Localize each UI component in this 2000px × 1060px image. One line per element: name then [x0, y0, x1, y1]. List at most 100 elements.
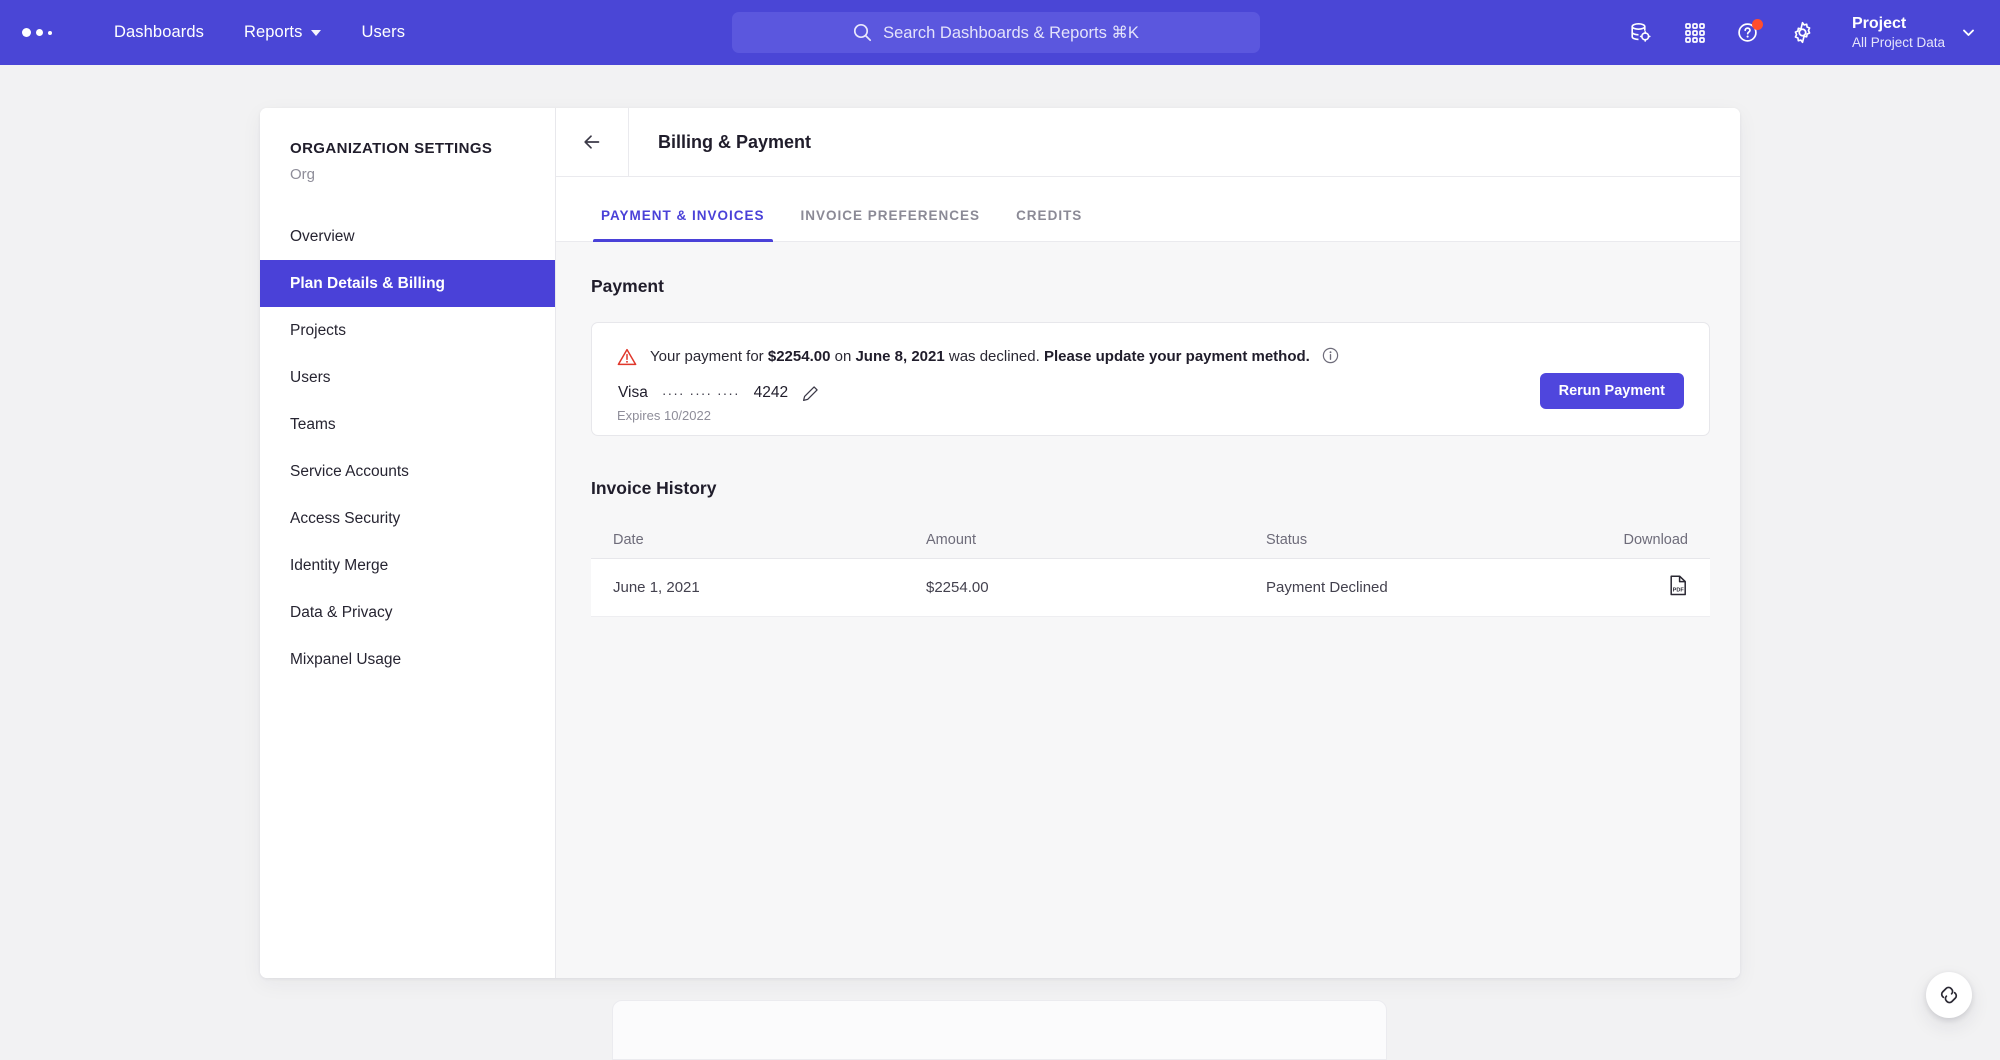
invoice-history-heading: Invoice History: [591, 478, 1710, 499]
sidebar-item-identity-merge[interactable]: Identity Merge: [260, 542, 555, 589]
apps-grid-icon: [1683, 21, 1707, 45]
settings-tabs: PAYMENT & INVOICES INVOICE PREFERENCES C…: [556, 177, 1740, 242]
help-button[interactable]: [1722, 0, 1776, 65]
nav-item-reports[interactable]: Reports: [224, 15, 341, 50]
card-summary-row: Visa ···· ···· ···· 4242: [618, 384, 1339, 402]
settings-main-area: Billing & Payment PAYMENT & INVOICES INV…: [556, 108, 1740, 978]
sidebar-item-plan-details-billing[interactable]: Plan Details & Billing: [260, 260, 555, 307]
cell-download: PDF: [1600, 575, 1710, 600]
sidebar-item-mixpanel-usage[interactable]: Mixpanel Usage: [260, 636, 555, 683]
data-management-icon: [1628, 20, 1653, 45]
alert-date-text: June 8, 2021: [855, 348, 944, 365]
column-header-amount: Amount: [926, 532, 1266, 548]
sidebar-item-projects[interactable]: Projects: [260, 307, 555, 354]
nav-item-users-label: Users: [361, 23, 405, 42]
tab-credits[interactable]: CREDITS: [998, 208, 1100, 241]
sidebar-item-teams[interactable]: Teams: [260, 401, 555, 448]
alert-mid-text: on: [830, 348, 855, 365]
search-icon: [853, 23, 872, 42]
chevron-down-icon: [1961, 25, 1976, 40]
sidebar-item-data-privacy[interactable]: Data & Privacy: [260, 589, 555, 636]
column-header-status: Status: [1266, 532, 1600, 548]
alert-amount-text: $2254.00: [768, 348, 831, 365]
back-button[interactable]: [556, 108, 629, 176]
cell-date: June 1, 2021: [591, 579, 926, 596]
sidebar-item-overview[interactable]: Overview: [260, 213, 555, 260]
nav-item-reports-label: Reports: [244, 23, 302, 42]
primary-nav-links: Dashboards Reports Users: [94, 15, 425, 50]
pdf-download-icon: PDF: [1669, 575, 1688, 596]
invoice-history-table: Date Amount Status Download June 1, 2021…: [591, 521, 1710, 617]
settings-button[interactable]: [1776, 0, 1830, 65]
column-header-date: Date: [591, 532, 926, 548]
chevron-down-icon: [311, 30, 321, 36]
card-brand-label: Visa: [618, 384, 648, 402]
alert-action-text: Please update your payment method.: [1044, 348, 1310, 365]
payment-method-card: Your payment for $2254.00 on June 8, 202…: [591, 322, 1710, 436]
alert-suffix-text: was declined.: [945, 348, 1044, 365]
payment-card-left: Your payment for $2254.00 on June 8, 202…: [617, 347, 1339, 423]
main-header: Billing & Payment: [556, 108, 1740, 177]
cell-amount: $2254.00: [926, 579, 1266, 596]
sidebar-item-label: Data & Privacy: [290, 604, 393, 622]
card-mask: ···· ···· ····: [662, 385, 740, 401]
sidebar-item-label: Identity Merge: [290, 557, 388, 575]
edit-pencil-icon[interactable]: [802, 385, 819, 402]
nav-item-dashboards-label: Dashboards: [114, 23, 204, 42]
card-expiry: Expires 10/2022: [617, 408, 1339, 423]
sidebar-item-label: Mixpanel Usage: [290, 651, 401, 669]
cell-status: Payment Declined: [1266, 579, 1600, 596]
tab-invoice-preferences[interactable]: INVOICE PREFERENCES: [783, 208, 999, 241]
data-management-button[interactable]: [1614, 0, 1668, 65]
sidebar-item-label: Users: [290, 369, 330, 387]
table-header-row: Date Amount Status Download: [591, 521, 1710, 559]
organization-settings-sidebar: ORGANIZATION SETTINGS Org Overview Plan …: [260, 108, 556, 978]
column-header-download: Download: [1600, 532, 1710, 548]
nav-item-dashboards[interactable]: Dashboards: [94, 15, 224, 50]
top-nav-actions: Project All Project Data: [1614, 0, 1982, 65]
sidebar-item-label: Projects: [290, 322, 346, 340]
sidebar-item-label: Access Security: [290, 510, 400, 528]
link-chain-icon: [1938, 984, 1960, 1006]
project-subtitle: All Project Data: [1852, 34, 1945, 51]
table-row[interactable]: June 1, 2021 $2254.00 Payment Declined P…: [591, 559, 1710, 617]
tab-label: CREDITS: [1016, 208, 1082, 223]
project-selector[interactable]: Project All Project Data: [1842, 14, 1982, 51]
sidebar-item-label: Plan Details & Billing: [290, 275, 445, 293]
sidebar-item-label: Teams: [290, 416, 336, 434]
link-floating-button[interactable]: [1926, 972, 1972, 1018]
global-search-placeholder: Search Dashboards & Reports ⌘K: [883, 23, 1139, 43]
payment-declined-message: Your payment for $2254.00 on June 8, 202…: [650, 347, 1339, 367]
help-notification-badge: [1752, 19, 1763, 30]
svg-text:PDF: PDF: [1673, 587, 1685, 593]
warning-triangle-icon: [617, 347, 637, 367]
mixpanel-logo[interactable]: [22, 28, 82, 37]
sidebar-item-users[interactable]: Users: [260, 354, 555, 401]
card-last4: 4242: [754, 384, 788, 402]
sidebar-title: ORGANIZATION SETTINGS: [260, 140, 555, 157]
info-icon[interactable]: [1322, 347, 1339, 364]
payment-section-heading: Payment: [591, 276, 1710, 297]
background-card-near: [612, 1000, 1387, 1060]
tab-label: INVOICE PREFERENCES: [801, 208, 981, 223]
nav-item-users[interactable]: Users: [341, 15, 425, 50]
sidebar-item-access-security[interactable]: Access Security: [260, 495, 555, 542]
tab-label: PAYMENT & INVOICES: [601, 208, 765, 223]
sidebar-item-service-accounts[interactable]: Service Accounts: [260, 448, 555, 495]
settings-panel: ORGANIZATION SETTINGS Org Overview Plan …: [260, 108, 1740, 978]
payment-declined-alert: Your payment for $2254.00 on June 8, 202…: [617, 347, 1339, 367]
sidebar-item-label: Overview: [290, 228, 355, 246]
page-title: Billing & Payment: [629, 108, 811, 176]
tab-content-payment-invoices: Payment Your payment for $2254.00 on Jun…: [556, 242, 1740, 978]
apps-grid-button[interactable]: [1668, 0, 1722, 65]
top-navigation-bar: Dashboards Reports Users Search Dashboar…: [0, 0, 2000, 65]
sidebar-nav: Overview Plan Details & Billing Projects…: [260, 213, 555, 683]
project-name: Project: [1852, 14, 1945, 33]
pdf-download-button[interactable]: PDF: [1669, 575, 1688, 600]
alert-prefix-text: Your payment for: [650, 348, 768, 365]
sidebar-subtitle: Org: [260, 166, 555, 183]
settings-gear-icon: [1790, 20, 1815, 45]
rerun-payment-button[interactable]: Rerun Payment: [1540, 373, 1684, 409]
tab-payment-invoices[interactable]: PAYMENT & INVOICES: [583, 208, 783, 241]
global-search-input[interactable]: Search Dashboards & Reports ⌘K: [732, 12, 1260, 53]
